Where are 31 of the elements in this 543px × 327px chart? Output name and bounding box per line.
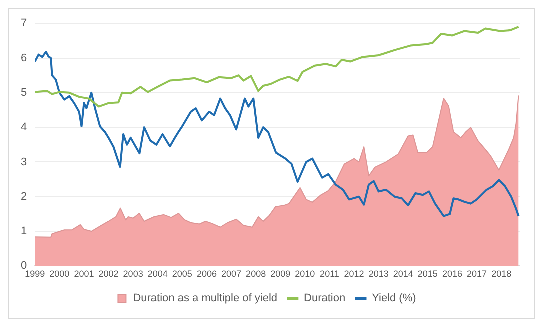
y-tick-label: 5 — [20, 86, 28, 99]
x-tick-label: 2000 — [50, 269, 70, 280]
y-tick-label: 6 — [20, 52, 28, 64]
x-tick-label: 2012 — [344, 269, 364, 280]
x-tick-label: 2010 — [295, 269, 316, 280]
x-tick-label: 2013 — [368, 269, 389, 280]
legend-label: Yield (%) — [372, 292, 416, 305]
legend-label: Duration as a multiple of yield — [133, 292, 278, 305]
x-tick-label: 2011 — [320, 269, 340, 280]
y-tick-label: 0 — [20, 260, 28, 272]
x-tick-label: 2003 — [123, 269, 144, 280]
x-tick-label: 2017 — [467, 269, 488, 280]
y-tick-label: 7 — [20, 18, 28, 30]
y-tick-label: 3 — [20, 156, 28, 168]
x-tick-label: 2005 — [172, 269, 192, 280]
y-tick-label: 2 — [20, 190, 28, 203]
y-tick-label: 4 — [20, 122, 28, 134]
x-tick-label: 2018 — [492, 269, 512, 280]
x-tick-label: 2016 — [442, 269, 462, 280]
x-tick-label: 2004 — [148, 269, 168, 280]
x-tick-label: 2009 — [270, 269, 291, 280]
legend-label: Duration — [304, 292, 346, 305]
x-tick-label: 2015 — [418, 269, 438, 280]
x-tick-label: 2007 — [222, 269, 242, 280]
x-tick-label: 2001 — [74, 269, 94, 280]
x-tick-label: 2002 — [98, 269, 119, 280]
x-tick-label: 2006 — [196, 269, 217, 280]
x-tick-label: 1999 — [25, 269, 46, 280]
y-tick-label: 1 — [20, 226, 28, 238]
x-tick-label: 2008 — [246, 269, 266, 280]
x-tick-label: 2014 — [393, 269, 414, 280]
